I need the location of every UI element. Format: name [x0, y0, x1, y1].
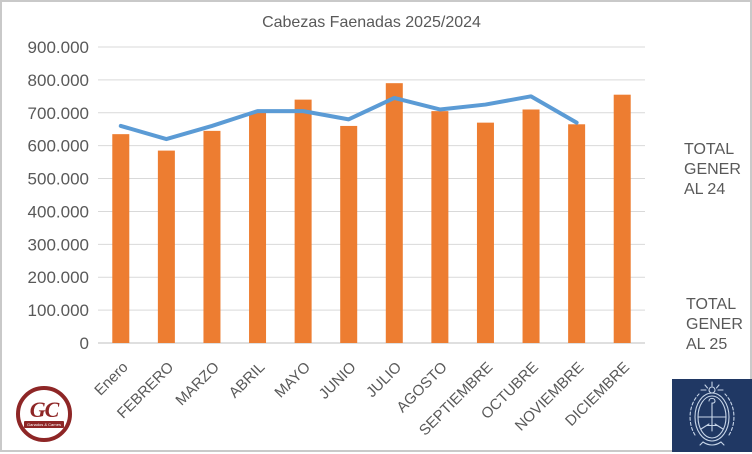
- y-axis-tick-label: 100.000: [28, 301, 89, 320]
- bar-junio: [340, 125, 358, 343]
- legend-label-total-general-24: TOTAL GENER AL 24: [684, 140, 746, 200]
- bar-septiembre: [476, 122, 494, 344]
- bar-abril: [249, 112, 267, 344]
- y-axis-tick-label: 0: [80, 334, 89, 353]
- y-axis-tick-label: 400.000: [28, 202, 89, 221]
- gc-logo: GC Ganados & Carnes: [16, 386, 72, 442]
- x-axis-label-marzo: MARZO: [172, 359, 222, 409]
- y-axis-tick-label: 800.000: [28, 71, 89, 90]
- bar-agosto: [431, 111, 449, 343]
- x-axis-label-junio: JUNIO: [316, 359, 360, 403]
- legend-label-line: AL 24: [684, 181, 726, 198]
- line-total-general-25: [118, 94, 579, 142]
- y-axis-tick-label: 700.000: [28, 104, 89, 123]
- bar-octubre: [522, 109, 540, 343]
- gc-logo-initials: GC: [29, 397, 60, 422]
- y-axis-tick-label: 300.000: [28, 235, 89, 254]
- legend-label-line: AL 25: [686, 336, 728, 353]
- gc-logo-subtitle: Ganados & Carnes: [23, 421, 65, 428]
- legend-label-line: GENER: [684, 161, 741, 178]
- y-axis-tick-label: 200.000: [28, 268, 89, 287]
- legend-label-total-general-25: TOTAL GENER AL 25: [686, 295, 748, 355]
- x-axis-label-julio: JULIO: [363, 359, 405, 401]
- legend-label-line: TOTAL: [684, 141, 735, 158]
- x-axis-label-mayo: MAYO: [271, 359, 313, 401]
- bar-noviembre: [568, 124, 586, 344]
- bar-diciembre: [613, 94, 631, 343]
- legend-label-line: GENER: [686, 316, 743, 333]
- y-axis-tick-label: 500.000: [28, 170, 89, 189]
- legend-line-swatch: [635, 302, 681, 307]
- legend-label-line: TOTAL: [686, 296, 737, 313]
- bar-marzo: [203, 130, 221, 343]
- argentina-coat-of-arms-icon: [689, 381, 735, 446]
- legend-bar-swatch: [639, 146, 679, 155]
- bar-julio: [385, 83, 403, 343]
- legend-entry-total-general-24: TOTAL GENER AL 24: [639, 140, 746, 200]
- argentina-logo: [672, 379, 752, 452]
- y-axis-tick-label: 900.000: [28, 38, 89, 57]
- bar-enero: [112, 134, 130, 343]
- x-axis-label-enero: Enero: [91, 359, 131, 399]
- bar-mayo: [294, 99, 312, 343]
- x-axis-label-abril: ABRIL: [226, 359, 269, 402]
- bar-febrero: [157, 150, 175, 343]
- chart-title: Cabezas Faenadas 2025/2024: [262, 14, 481, 31]
- legend-entry-total-general-25: TOTAL GENER AL 25: [635, 295, 748, 355]
- y-axis-tick-label: 600.000: [28, 137, 89, 156]
